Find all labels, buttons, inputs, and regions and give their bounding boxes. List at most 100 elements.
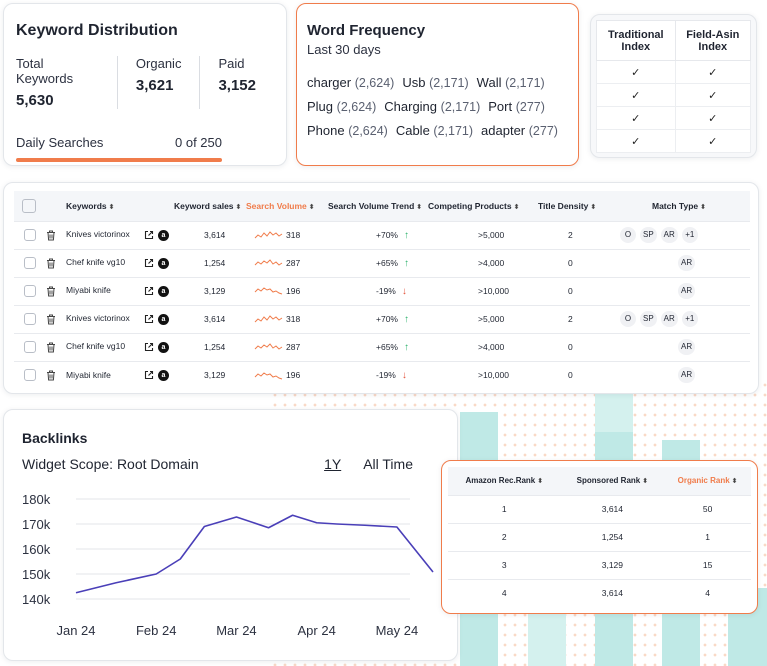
check-icon: ✓ — [674, 83, 752, 107]
header-traditional-index[interactable]: Traditional Index — [596, 20, 676, 61]
keyword-text: Miyabi knife — [66, 285, 111, 296]
table-row[interactable]: Knives victorinox a 3,614 318 +70% ↑ >5,000 2 O S… — [14, 304, 750, 333]
amazon-icon[interactable]: a — [158, 229, 169, 241]
amazon-rec-rank-value: 3 — [448, 550, 561, 579]
column-amazon-rec-rank[interactable]: Amazon Rec.Rank ⬍ — [448, 467, 561, 495]
range-1y-button[interactable]: 1Y — [324, 456, 342, 472]
table-row[interactable]: Miyabi knife a 3,129 196 -19% ↓ >10,000 0 AR — [14, 276, 750, 305]
row-checkbox[interactable] — [24, 313, 36, 325]
keyword-sales-value: 3,614 — [204, 314, 226, 324]
table-row[interactable]: Chef knife vg10 a 1,254 287 +65% ↑ >4,000 0 AR — [14, 248, 750, 277]
arrow-down-icon: ↓ — [401, 285, 407, 297]
match-type-badge: O — [620, 227, 636, 243]
table-row[interactable]: Chef knife vg10 a 1,254 287 +65% ↑ >4,000 0 AR — [14, 332, 750, 361]
sort-icon[interactable]: ⬍ — [537, 478, 544, 486]
backlinks-series-line — [75, 514, 434, 594]
search-volume-value: 318 — [286, 229, 301, 240]
trend-sparkline — [254, 371, 283, 380]
amazon-icon[interactable]: a — [158, 285, 169, 297]
y-tick-label: 160k — [22, 542, 51, 557]
stat-value: 3,621 — [135, 77, 174, 94]
range-all-time-button[interactable]: All Time — [363, 456, 413, 472]
word-frequency-item: Usb (2,171) — [402, 75, 468, 90]
trash-icon[interactable] — [46, 286, 56, 297]
check-icon: ✓ — [596, 83, 676, 107]
keyword-distribution-card: Keyword Distribution Total Keywords 5,63… — [3, 3, 287, 166]
sort-icon[interactable]: ⬍ — [416, 203, 423, 211]
stat-total-keywords: Total Keywords 5,630 — [16, 56, 117, 109]
table-row[interactable]: 1 3,614 50 — [448, 494, 751, 523]
keyword-sales-value: 1,254 — [204, 342, 226, 352]
row-checkbox[interactable] — [24, 369, 36, 382]
select-all-checkbox[interactable] — [22, 198, 36, 213]
trash-icon[interactable] — [46, 314, 56, 325]
check-icon: ✓ — [674, 106, 752, 130]
match-type-badge: SP — [640, 311, 657, 327]
word-label: Phone — [307, 123, 345, 138]
backlinks-card: Backlinks Widget Scope: Root Domain 1Y A… — [3, 409, 458, 661]
column-keyword-sales[interactable]: Keyword sales ⬍ — [174, 191, 246, 221]
stat-label: Total Keywords — [16, 56, 74, 86]
external-link-icon[interactable] — [144, 370, 154, 380]
column-sponsored-rank[interactable]: Sponsored Rank ⬍ — [560, 467, 665, 495]
sort-icon[interactable]: ⬍ — [308, 203, 315, 211]
external-link-icon[interactable] — [144, 286, 154, 296]
row-checkbox[interactable] — [24, 229, 36, 241]
sort-icon[interactable]: ⬍ — [513, 203, 520, 211]
match-type-badge: +1 — [681, 311, 698, 327]
trend-sparkline — [254, 259, 283, 267]
match-type-badge: AR — [678, 339, 696, 355]
check-icon: ✓ — [674, 60, 752, 84]
column-search-volume[interactable]: Search Volume ⬍ — [246, 191, 328, 221]
header-field-asin-index[interactable]: Field-Asin Index — [674, 20, 752, 61]
sort-icon[interactable]: ⬍ — [642, 478, 649, 486]
column-organic-rank[interactable]: Organic Rank ⬍ — [664, 467, 751, 495]
column-title-density[interactable]: Title Density ⬍ — [538, 191, 616, 221]
table-row[interactable]: 4 3,614 4 — [448, 578, 751, 607]
table-row[interactable]: Knives victorinox a 3,614 318 +70% ↑ >5,000 2 O S… — [14, 220, 750, 249]
check-icon: ✓ — [596, 129, 676, 153]
title-density-value: 0 — [568, 370, 573, 381]
sort-icon[interactable]: ⬍ — [731, 478, 738, 486]
trash-icon[interactable] — [46, 230, 56, 241]
trash-icon[interactable] — [46, 342, 56, 353]
backlinks-line-chart: 180k 170k 160k 150k 140k Jan 24 Feb 24 Mar 24 Ap… — [22, 492, 434, 638]
external-link-icon[interactable] — [144, 230, 154, 240]
sort-icon[interactable]: ⬍ — [235, 203, 242, 211]
organic-rank-value: 50 — [664, 494, 751, 523]
match-type-badge: AR — [660, 227, 678, 243]
sort-icon[interactable]: ⬍ — [590, 203, 597, 211]
external-link-icon[interactable] — [144, 314, 154, 324]
column-keywords[interactable]: Keywords ⬍ — [66, 191, 174, 221]
row-checkbox[interactable] — [24, 341, 36, 353]
daily-searches-label: Daily Searches — [16, 135, 104, 150]
sort-icon[interactable]: ⬍ — [108, 203, 115, 211]
sort-icon[interactable]: ⬍ — [700, 203, 707, 211]
external-link-icon[interactable] — [144, 342, 154, 352]
trend-value: +70% — [376, 229, 398, 240]
competing-products-value: >10,000 — [478, 286, 509, 296]
match-type-badge: AR — [660, 311, 678, 327]
word-count: (2,171) — [433, 124, 474, 138]
widget-scope-label: Widget Scope: Root Domain — [22, 456, 199, 472]
amazon-icon[interactable]: a — [158, 313, 169, 325]
word-frequency-item: Wall (2,171) — [477, 75, 545, 90]
trash-icon[interactable] — [46, 258, 56, 269]
amazon-icon[interactable]: a — [158, 369, 169, 381]
amazon-icon[interactable]: a — [158, 257, 169, 269]
column-search-volume-trend[interactable]: Search Volume Trend ⬍ — [328, 191, 428, 221]
keyword-sales-value: 3,129 — [204, 370, 226, 381]
row-checkbox[interactable] — [24, 257, 36, 269]
table-row[interactable]: 3 3,129 15 — [448, 550, 751, 579]
table-row[interactable]: Miyabi knife a 3,129 196 -19% ↓ >10,000 0 AR — [14, 360, 750, 389]
word-frequency-subtitle: Last 30 days — [307, 42, 381, 57]
column-match-type[interactable]: Match Type ⬍ — [616, 191, 750, 221]
external-link-icon[interactable] — [144, 258, 154, 268]
table-row[interactable]: 2 1,254 1 — [448, 522, 751, 551]
column-competing-products[interactable]: Competing Products ⬍ — [428, 191, 538, 221]
trash-icon[interactable] — [46, 370, 56, 381]
organic-rank-value: 1 — [664, 522, 751, 551]
match-type-badge: O — [620, 311, 636, 327]
row-checkbox[interactable] — [24, 285, 36, 297]
amazon-icon[interactable]: a — [158, 341, 169, 353]
